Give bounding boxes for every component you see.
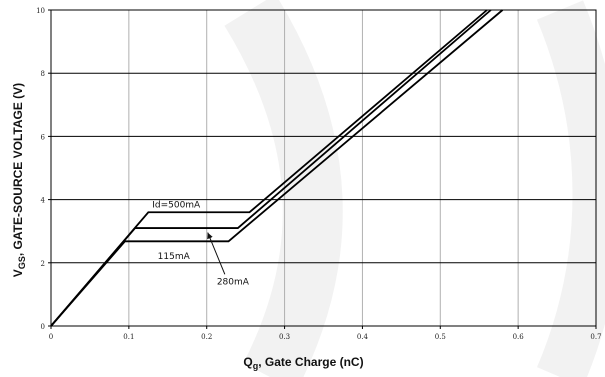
x-tick-label: 0.4 <box>357 333 369 341</box>
y-tick-label: 0 <box>41 323 45 331</box>
plot-frame <box>50 9 597 327</box>
y-tick-label: 8 <box>41 70 45 78</box>
x-tick-label: 0.2 <box>201 333 212 341</box>
x-tick-label: 0 <box>49 333 53 341</box>
series-line-115ma <box>50 9 504 327</box>
y-tick-label: 2 <box>41 260 45 268</box>
y-tick-label: 4 <box>41 197 46 205</box>
x-tick-label: 0.1 <box>123 333 134 341</box>
y-tick-label: 10 <box>36 7 45 15</box>
background-watermark-arc <box>536 0 605 377</box>
y-tick-label: 6 <box>41 133 46 141</box>
annotation-label: 280mA <box>217 277 250 287</box>
x-tick-label: 0.3 <box>279 333 290 341</box>
x-tick-label: 0.6 <box>513 333 525 341</box>
y-axis-title: VGS, GATE-SOURCE VOLTAGE (V) <box>11 83 27 277</box>
x-axis-title: Qg, Gate Charge (nC) <box>243 355 363 371</box>
background-watermark-arc <box>224 0 343 377</box>
annotation-label: 115mA <box>158 252 191 262</box>
x-tick-label: 0.7 <box>590 333 601 341</box>
x-tick-label: 0.5 <box>435 333 446 341</box>
annotation-label: Id=500mA <box>152 201 201 211</box>
annotation-arrow <box>207 232 226 275</box>
